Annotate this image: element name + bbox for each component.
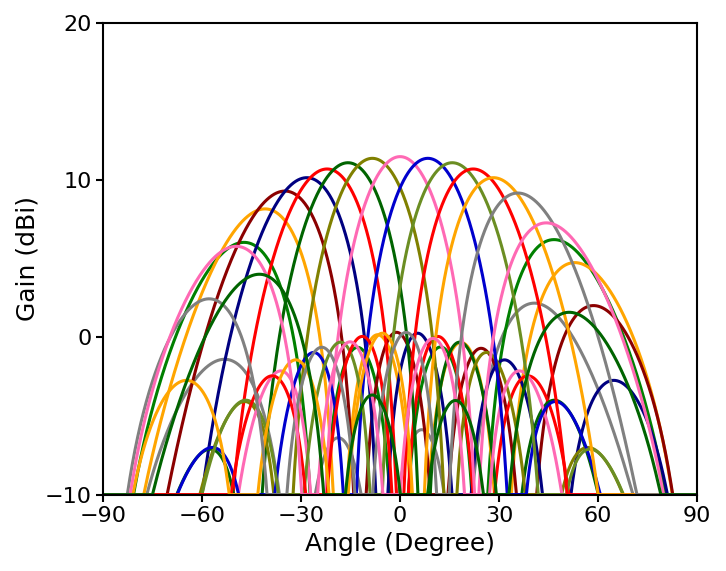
Y-axis label: Gain (dBi): Gain (dBi) [15,196,39,321]
X-axis label: Angle (Degree): Angle (Degree) [305,532,495,556]
